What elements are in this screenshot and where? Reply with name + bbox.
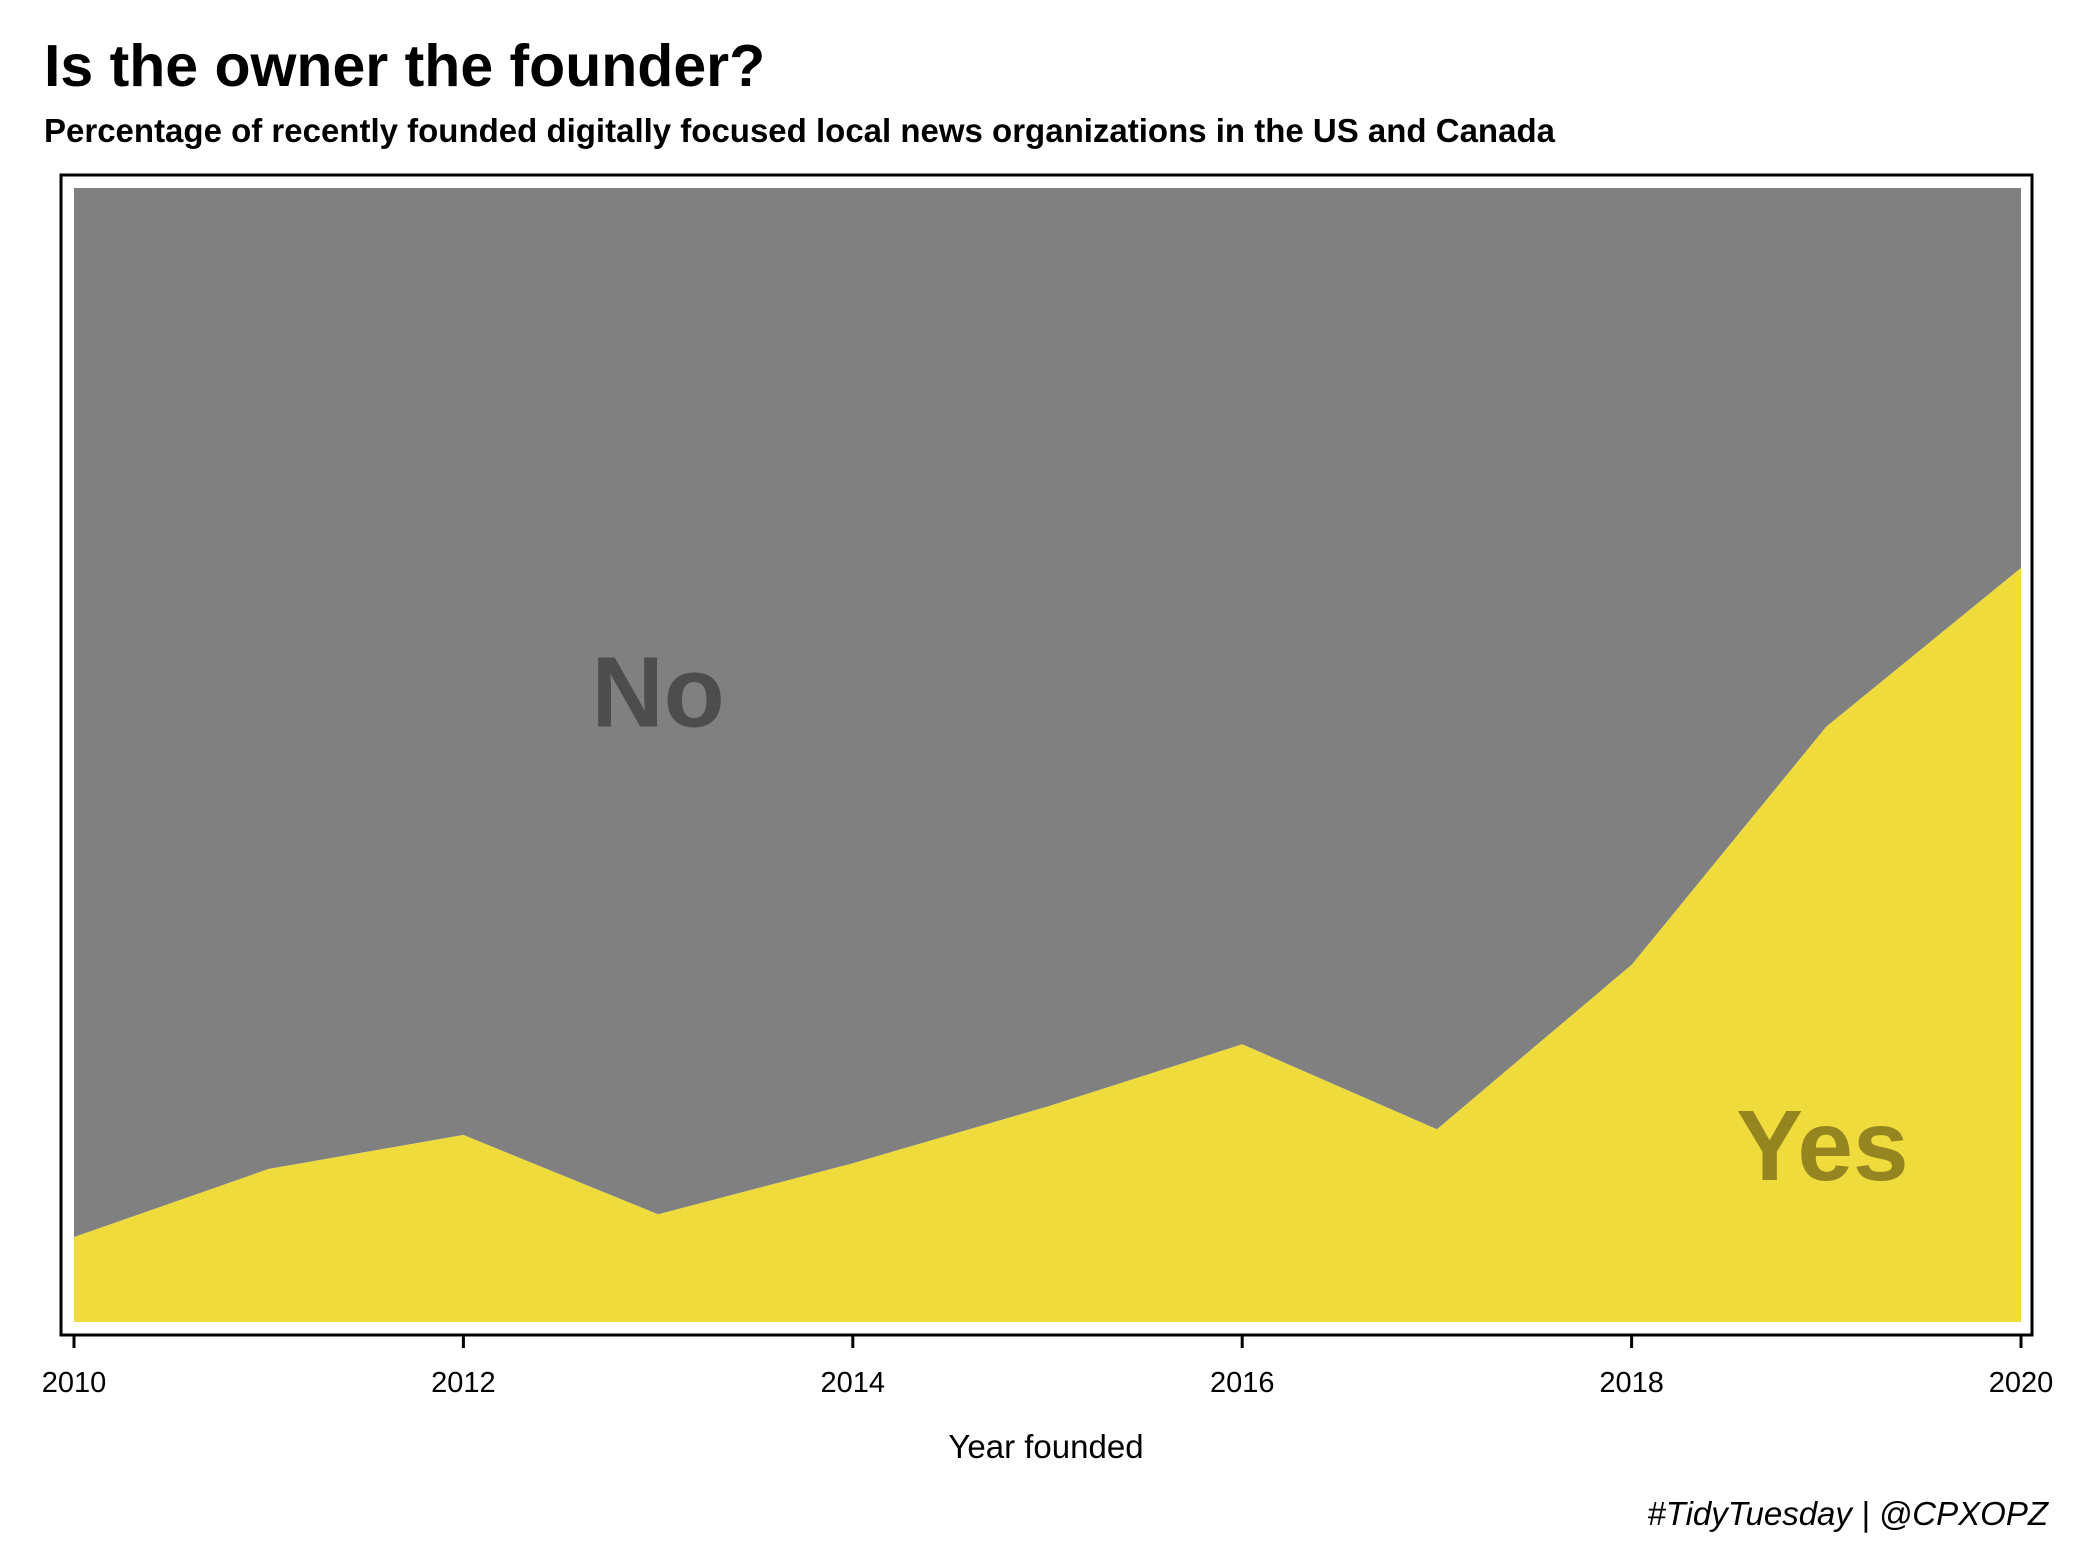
chart-title: Is the owner the founder?: [44, 33, 766, 99]
annotation-yes: Yes: [1736, 1090, 1908, 1202]
x-tick-label: 2010: [42, 1367, 107, 1399]
area-no: [74, 188, 2021, 1237]
area-annotations: No Yes: [591, 637, 1908, 1203]
x-tick-label: 2018: [1599, 1367, 1664, 1399]
x-tick-label: 2016: [1210, 1367, 1275, 1399]
area-yes: [74, 567, 2021, 1322]
caption: #TidyTuesday | @CPXOPZ: [1647, 1495, 2048, 1532]
annotation-no: No: [591, 637, 724, 749]
x-tick-label: 2014: [821, 1367, 886, 1399]
x-tick-label: 2012: [431, 1367, 496, 1399]
series-areas: [74, 188, 2021, 1322]
x-axis-label: Year founded: [948, 1428, 1143, 1465]
x-tick-label: 2020: [1989, 1367, 2054, 1399]
x-axis-ticks: 2010 2012 2014 2016 2018 2020: [42, 1335, 2054, 1399]
chart-subtitle: Percentage of recently founded digitally…: [44, 112, 1555, 149]
